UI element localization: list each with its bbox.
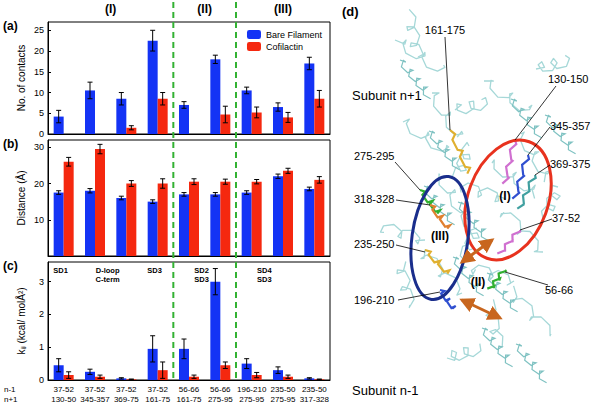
- svg-text:235-50: 235-50: [271, 385, 296, 394]
- svg-text:317-328: 317-328: [300, 395, 330, 404]
- svg-text:SD1: SD1: [53, 266, 68, 275]
- svg-text:37-52: 37-52: [147, 385, 168, 394]
- svg-text:(I): (I): [105, 2, 116, 16]
- svg-text:10: 10: [34, 88, 44, 98]
- svg-text:5: 5: [39, 108, 44, 118]
- svg-text:130-150: 130-150: [548, 73, 588, 85]
- svg-text:10: 10: [34, 215, 44, 225]
- svg-text:130-50: 130-50: [51, 395, 76, 404]
- svg-text:kᵢⱼ (kcal/ molÅ²): kᵢⱼ (kcal/ molÅ²): [15, 287, 27, 354]
- svg-text:(III): (III): [274, 2, 292, 16]
- svg-text:275-95: 275-95: [239, 395, 264, 404]
- svg-text:Cofilactin: Cofilactin: [266, 42, 303, 52]
- svg-text:345-357: 345-357: [80, 395, 110, 404]
- svg-text:275-95: 275-95: [271, 395, 296, 404]
- svg-text:n-1: n-1: [4, 385, 16, 394]
- svg-text:(II): (II): [197, 2, 212, 16]
- svg-text:161-175: 161-175: [425, 24, 465, 36]
- svg-text:369-375: 369-375: [550, 158, 590, 170]
- svg-text:(III): (III): [431, 229, 449, 243]
- svg-text:(b): (b): [3, 137, 18, 151]
- svg-text:D-loop: D-loop: [96, 266, 120, 275]
- svg-text:SD3: SD3: [194, 275, 209, 284]
- svg-text:56-66: 56-66: [210, 385, 231, 394]
- svg-text:0: 0: [39, 129, 44, 139]
- svg-text:Distance (Å): Distance (Å): [15, 170, 27, 225]
- svg-text:235-50: 235-50: [302, 385, 327, 394]
- svg-text:235-250: 235-250: [354, 238, 394, 250]
- svg-text:SD3: SD3: [257, 275, 272, 284]
- svg-text:318-328: 318-328: [354, 193, 394, 205]
- svg-text:n+1: n+1: [4, 395, 18, 404]
- svg-text:161-75: 161-75: [145, 395, 170, 404]
- svg-text:SD3: SD3: [147, 266, 162, 275]
- svg-text:37-52: 37-52: [53, 385, 74, 394]
- svg-text:196-210: 196-210: [354, 294, 394, 306]
- svg-text:30: 30: [34, 142, 44, 152]
- svg-text:Bare Filament: Bare Filament: [266, 30, 323, 40]
- svg-text:0: 0: [39, 375, 44, 385]
- svg-text:SD2: SD2: [194, 266, 209, 275]
- svg-text:161-75: 161-75: [177, 395, 202, 404]
- svg-text:37-52: 37-52: [85, 385, 106, 394]
- svg-text:(II): (II): [471, 275, 486, 289]
- svg-text:20: 20: [34, 179, 44, 189]
- svg-text:369-75: 369-75: [114, 395, 139, 404]
- svg-text:SD4: SD4: [257, 266, 272, 275]
- svg-text:1: 1: [39, 342, 44, 352]
- svg-text:25: 25: [34, 25, 44, 35]
- svg-text:20: 20: [34, 46, 44, 56]
- svg-text:(d): (d): [342, 4, 359, 19]
- svg-text:196-210: 196-210: [237, 385, 267, 394]
- svg-text:(a): (a): [3, 19, 18, 33]
- svg-text:2: 2: [39, 309, 44, 319]
- svg-text:37-52: 37-52: [116, 385, 137, 394]
- svg-text:56-66: 56-66: [545, 284, 573, 296]
- svg-text:3: 3: [39, 277, 44, 287]
- svg-text:15: 15: [34, 67, 44, 77]
- svg-text:56-66: 56-66: [179, 385, 200, 394]
- svg-text:275-295: 275-295: [354, 150, 394, 162]
- svg-text:37-52: 37-52: [552, 212, 580, 224]
- svg-text:345-357: 345-357: [550, 120, 590, 132]
- svg-text:(I): (I): [499, 189, 510, 203]
- svg-text:C-term: C-term: [96, 275, 121, 284]
- svg-text:No. of contacts: No. of contacts: [16, 45, 27, 112]
- svg-text:275-95: 275-95: [208, 395, 233, 404]
- svg-text:Subunit n+1: Subunit n+1: [352, 88, 422, 103]
- svg-text:Subunit n-1: Subunit n-1: [352, 383, 419, 398]
- svg-text:(c): (c): [3, 259, 18, 273]
